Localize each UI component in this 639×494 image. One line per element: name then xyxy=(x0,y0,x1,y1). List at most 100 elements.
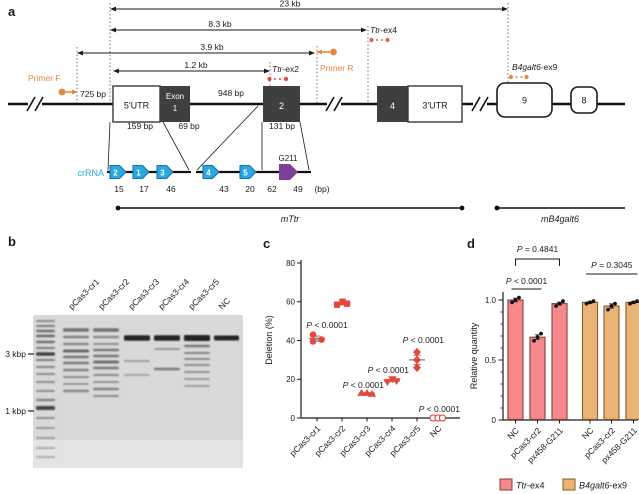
primer-r-label: Primer R xyxy=(320,63,354,73)
y-tick-label: 1.0 xyxy=(485,296,497,305)
data-point-diamond xyxy=(413,347,421,357)
legend-label: B4galt6-ex9 xyxy=(579,481,627,491)
gel-band xyxy=(36,320,55,322)
gel-band xyxy=(184,385,210,387)
crrna-spacer-arrow xyxy=(156,164,174,180)
primer-r-arrowhead xyxy=(316,49,322,55)
deletion-scatter-plot: 020406080pCas3-cr1pCas3-cr2pCas3-cr3pCas… xyxy=(286,259,460,458)
gel-band xyxy=(184,371,210,373)
distance-label: 3.9 kb xyxy=(200,42,223,52)
probe-b4galt6-ex9: B4galt6-ex9 xyxy=(508,62,558,80)
legend-swatch-b4galt6-ex9 xyxy=(562,478,576,491)
p-value-label: P < 0.0001 xyxy=(306,320,348,330)
bar xyxy=(507,299,524,420)
distance-arrow-23kb: 23 kb xyxy=(110,0,508,12)
gel-band xyxy=(124,374,150,376)
y-tick-label: 60 xyxy=(286,298,295,307)
gel-band xyxy=(93,381,119,383)
crrna-spacer-number: 4 xyxy=(206,168,211,177)
primer-r-dot xyxy=(330,48,337,56)
gel-band xyxy=(36,456,55,458)
data-point-circle xyxy=(309,338,317,345)
crrna-gap-length: 43 xyxy=(219,184,229,194)
replicate-dot xyxy=(613,301,617,306)
gel-band xyxy=(184,344,210,348)
exon1-number: 1 xyxy=(173,104,178,113)
crrna-spacer-number: 3 xyxy=(160,168,165,177)
exon4-box xyxy=(377,86,408,122)
gel-band xyxy=(36,325,55,327)
y-axis-title: Deletion (%) xyxy=(264,315,274,365)
gel-band xyxy=(63,383,89,385)
b4galt6-exon8-number: 8 xyxy=(581,96,586,106)
replicate-dot xyxy=(588,300,592,305)
gel-band xyxy=(36,427,55,429)
replicate-dot xyxy=(635,299,639,304)
panel-c-scatter: c Deletion (%) 020406080pCas3-cr1pCas3-c… xyxy=(263,236,460,458)
y-axis-title: Relative quantity xyxy=(469,322,479,389)
gel-band xyxy=(124,335,150,341)
replicate-dot xyxy=(557,301,562,306)
distance-arrow-1-2kb: 1.2 kb xyxy=(113,60,270,74)
svg-text:Ttr-ex2: Ttr-ex2 xyxy=(272,64,299,74)
panel-b-label: b xyxy=(8,234,16,249)
p-value-label: P < 0.0001 xyxy=(343,380,385,390)
distance-label: 8.3 kb xyxy=(208,19,231,29)
gel-band xyxy=(36,359,55,361)
legend-label: Ttr-ex4 xyxy=(516,481,545,491)
gel-band xyxy=(93,360,119,364)
primer-f: Primer F xyxy=(28,73,78,96)
gel-bands xyxy=(36,320,239,458)
p-value-label: P = 0.4841 xyxy=(517,244,559,254)
gel-lane-label: pCas3-cr2 xyxy=(96,276,131,311)
replicate-dot xyxy=(532,338,536,343)
y-tick-label: 40 xyxy=(286,336,295,345)
exon2-length: 131 bp xyxy=(269,121,295,131)
gel-band xyxy=(93,374,119,376)
intron1-size: 948 bp xyxy=(218,88,244,98)
mb4galt6-label: mB4galt6 xyxy=(541,214,579,224)
crrna-label: crRNA xyxy=(78,168,105,178)
panel-a-label: a xyxy=(8,4,16,19)
p-value-label: P = 0.3045 xyxy=(591,260,633,270)
exon2-box xyxy=(263,86,300,122)
b4galt6-exon9-box xyxy=(496,82,553,118)
replicate-dot xyxy=(510,300,514,305)
gel-band xyxy=(63,349,89,353)
exon1-word: Exon xyxy=(166,92,184,101)
sequence-break xyxy=(471,96,489,112)
gel-band xyxy=(36,352,55,356)
gel-band xyxy=(154,367,180,371)
svg-text:Ttr-ex4: Ttr-ex4 xyxy=(370,25,397,35)
p-value-label: P < 0.0001 xyxy=(403,335,445,345)
data-point-circle xyxy=(318,336,325,343)
gel-lane-label: NC xyxy=(216,296,232,312)
g211-site-arrow xyxy=(279,164,298,180)
gel-band xyxy=(154,335,180,341)
exon1-box xyxy=(160,86,190,122)
crrna-spacers: 2 1 3 4 5 15 17 46 43 20 62 49 (bp) xyxy=(109,164,330,194)
data-point-triangle-up xyxy=(367,389,377,397)
gel-band xyxy=(93,348,119,352)
gel-band xyxy=(93,395,119,397)
gel-band xyxy=(63,389,89,393)
replicate-dot xyxy=(561,299,565,304)
primer-f-dot xyxy=(58,88,66,96)
gel-band xyxy=(93,328,119,332)
gel-band xyxy=(63,361,89,365)
crrna-gap-length: 46 xyxy=(166,184,176,194)
distance-label: 23 kb xyxy=(280,0,301,9)
exon4-number: 4 xyxy=(390,101,395,111)
bar xyxy=(603,305,620,420)
y-tick-label: 20 xyxy=(286,375,295,384)
y-tick-label: 80 xyxy=(286,259,295,268)
crrna-spacer-number: 2 xyxy=(113,168,118,177)
mb4galt6-span: mB4galt6 xyxy=(494,205,625,224)
utr3-box xyxy=(407,85,463,123)
y-tick-label: 0.5 xyxy=(485,356,497,365)
utr3-label: 3′UTR xyxy=(422,101,448,111)
exon1-length: 69 bp xyxy=(178,121,200,131)
bar xyxy=(581,301,599,420)
p-value-label: P < 0.0001 xyxy=(419,404,461,414)
